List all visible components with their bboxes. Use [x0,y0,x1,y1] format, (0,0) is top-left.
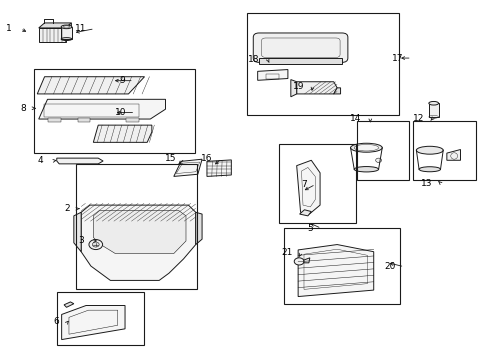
Polygon shape [290,80,296,97]
Polygon shape [61,306,125,339]
Bar [412,121,475,180]
Bar [356,121,408,180]
Polygon shape [93,211,185,253]
Bar [278,144,355,223]
Text: 5: 5 [306,224,312,233]
Text: 6: 6 [53,317,59,326]
Polygon shape [39,28,65,41]
Bar [283,228,399,304]
Text: 10: 10 [115,108,126,117]
Ellipse shape [428,102,438,105]
Polygon shape [446,149,460,160]
Text: 4: 4 [38,157,43,166]
Bar [246,13,398,116]
Bar [34,69,194,153]
Bar [57,292,143,345]
Polygon shape [39,23,71,28]
Polygon shape [173,159,202,176]
Polygon shape [296,82,336,94]
Polygon shape [206,160,231,176]
Ellipse shape [353,144,378,151]
Circle shape [89,239,102,249]
Text: 13: 13 [420,179,431,188]
Polygon shape [74,212,81,252]
Ellipse shape [353,167,378,172]
Ellipse shape [61,25,72,29]
Ellipse shape [418,167,440,172]
Text: 2: 2 [64,204,70,213]
Polygon shape [64,302,74,307]
Text: 12: 12 [412,114,423,123]
Circle shape [375,158,381,162]
Polygon shape [299,210,311,216]
Polygon shape [39,99,165,119]
Bar [43,104,139,117]
Text: 3: 3 [78,237,83,246]
Circle shape [294,258,304,265]
Text: 9: 9 [119,76,125,85]
Text: 18: 18 [247,55,259,64]
Text: 16: 16 [201,154,212,163]
Text: 1: 1 [6,24,11,33]
Text: 15: 15 [164,154,176,163]
Polygon shape [37,77,144,94]
Polygon shape [195,212,202,244]
Text: 14: 14 [349,114,361,123]
Bar [76,164,197,289]
Ellipse shape [415,146,442,154]
Polygon shape [81,205,195,280]
Polygon shape [93,125,152,142]
Bar [428,103,438,117]
Text: 21: 21 [280,248,292,257]
Bar [48,118,61,122]
Text: 19: 19 [292,82,304,91]
Polygon shape [296,160,320,214]
Bar [126,118,139,122]
Polygon shape [57,158,103,164]
Bar [78,118,90,122]
Circle shape [92,242,99,247]
Text: 11: 11 [74,24,86,33]
Polygon shape [65,23,71,41]
Text: 7: 7 [301,180,306,189]
Bar [61,27,72,39]
Bar [266,74,278,78]
Polygon shape [257,69,287,80]
FancyBboxPatch shape [253,33,347,62]
Polygon shape [333,88,340,94]
Polygon shape [304,258,309,263]
Polygon shape [298,244,373,297]
Text: 20: 20 [384,262,395,271]
Text: 17: 17 [391,54,402,63]
Text: 8: 8 [20,104,26,113]
Ellipse shape [350,143,382,152]
Polygon shape [259,58,341,64]
